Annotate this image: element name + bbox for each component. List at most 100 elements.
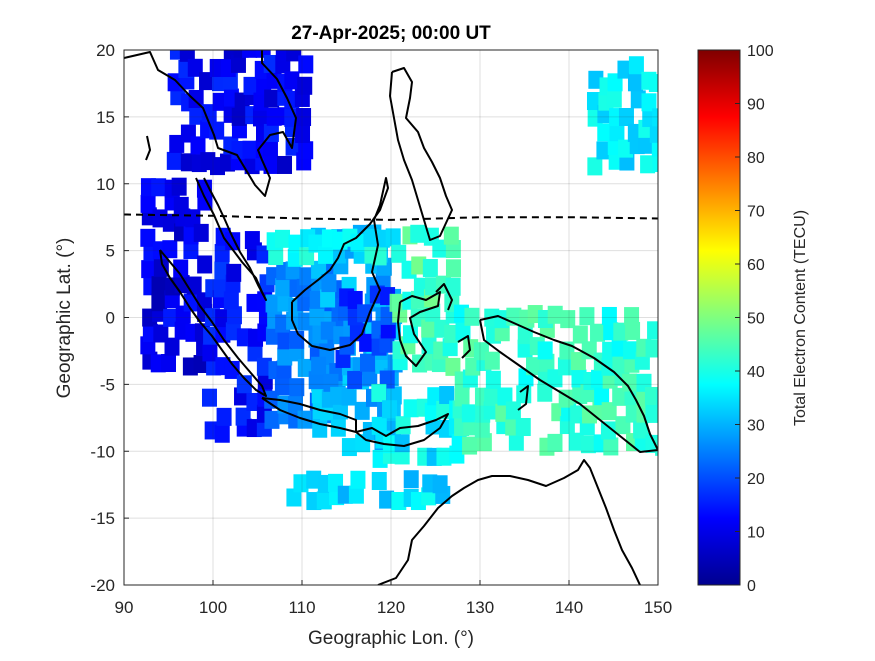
coastline-small-islands: [145, 135, 529, 411]
x-tick-label: 120: [377, 598, 405, 617]
tec-pixel: [386, 386, 402, 405]
tec-pixel: [462, 436, 478, 455]
tec-pixel: [363, 228, 379, 247]
tec-pixel: [601, 306, 617, 325]
y-tick-label: 15: [96, 108, 115, 127]
tec-pixel: [439, 386, 455, 405]
tec-pixel: [226, 306, 242, 325]
magnetic-equator-line: [123, 213, 659, 221]
colorbar-tick-label: 80: [747, 150, 765, 167]
tec-pixel: [649, 124, 658, 143]
tec-pixel: [350, 470, 366, 489]
tec-pixel: [189, 106, 205, 125]
coastline-philippines: [389, 67, 453, 241]
coastline-australia: [377, 459, 641, 585]
tec-pixel: [597, 123, 613, 142]
tec-pixel: [422, 258, 438, 277]
tec-pixel: [505, 401, 521, 420]
tec-pixel: [652, 154, 658, 173]
tec-pixel: [185, 209, 201, 228]
tec-pixel: [652, 108, 658, 127]
tec-pixel: [197, 255, 213, 274]
tec-pixel: [627, 73, 643, 92]
tec-pixel: [320, 289, 336, 308]
tec-pixel: [424, 402, 440, 421]
colorbar-tick-label: 50: [747, 311, 765, 328]
tec-pixel: [600, 421, 616, 440]
tec-pixel: [362, 368, 378, 387]
tec-pixel: [571, 369, 587, 388]
tec-pixel: [611, 338, 627, 357]
tec-pixel: [287, 248, 303, 267]
tec-pixel: [594, 387, 610, 406]
tec-pixel: [188, 90, 204, 109]
tec-pixel: [436, 447, 452, 466]
tec-pixel: [613, 322, 629, 341]
tec-pixel: [601, 402, 617, 421]
tec-pixel: [645, 434, 658, 453]
tec-pixel: [410, 224, 426, 243]
tec-pixel: [645, 339, 658, 358]
tec-pixel: [183, 241, 199, 260]
tec-pixel: [223, 50, 239, 60]
tec-pixel: [287, 395, 303, 414]
tec-pixel: [318, 245, 334, 264]
tec-pixel: [299, 267, 315, 286]
tec-pixel: [163, 308, 179, 327]
tec-pixel: [242, 140, 258, 159]
tec-pixel: [298, 312, 314, 331]
tec-pixel: [497, 387, 513, 406]
tec-pixel: [209, 121, 225, 140]
tec-pixel: [640, 155, 656, 174]
tec-pixel: [171, 177, 187, 196]
tec-pixel: [580, 435, 596, 454]
tec-pixel: [606, 89, 622, 108]
coastline-nusa-tenggara: [355, 413, 449, 447]
tec-pixel: [162, 240, 178, 259]
tec-pixel: [648, 74, 658, 93]
tec-pixel: [186, 276, 202, 295]
tec-pixel: [647, 321, 658, 340]
tec-pixel: [359, 333, 375, 352]
tec-pixel: [286, 311, 302, 330]
tec-pixel: [274, 229, 290, 248]
tec-pixel: [618, 107, 634, 126]
tec-pixel: [236, 375, 252, 394]
colorbar-label: Total Electron Content (TECU): [792, 210, 809, 426]
tec-pixel: [298, 55, 314, 74]
tec-pixel: [151, 276, 167, 295]
tec-pixel: [371, 471, 387, 490]
tec-pixel: [201, 388, 217, 407]
coastline-borneo: [291, 177, 389, 351]
tec-pixel: [645, 404, 658, 423]
tec-pixel: [277, 331, 293, 350]
tec-pixel: [160, 354, 176, 373]
tec-pixel: [484, 351, 500, 370]
tec-pixel: [618, 139, 634, 158]
tec-pixel: [187, 58, 203, 77]
tec-pixel: [515, 418, 531, 437]
tec-pixel: [289, 378, 305, 397]
colorbar-tick-label: 30: [747, 418, 765, 435]
y-tick-label: 5: [106, 242, 115, 261]
tec-pixel: [389, 293, 405, 312]
tec-pixel: [644, 387, 658, 406]
tec-pixel: [242, 50, 258, 58]
colorbar-tick-label: 40: [747, 364, 765, 381]
tec-pixel: [297, 293, 313, 312]
tec-pixel: [295, 124, 311, 143]
tec-pixel: [403, 399, 419, 418]
coastline-sulawesi: [397, 291, 441, 367]
tec-pixel: [485, 370, 501, 389]
x-tick-label: 110: [288, 598, 315, 617]
tec-pixel: [371, 383, 387, 402]
coastline-sumatra: [159, 249, 267, 397]
tec-pixel: [308, 371, 324, 390]
tec-pixel: [275, 50, 291, 61]
tec-pixel: [445, 277, 461, 296]
tec-pixel: [263, 155, 279, 174]
tec-pixel: [274, 377, 290, 396]
tec-pixel: [190, 136, 206, 155]
tec-pixel: [297, 76, 313, 95]
